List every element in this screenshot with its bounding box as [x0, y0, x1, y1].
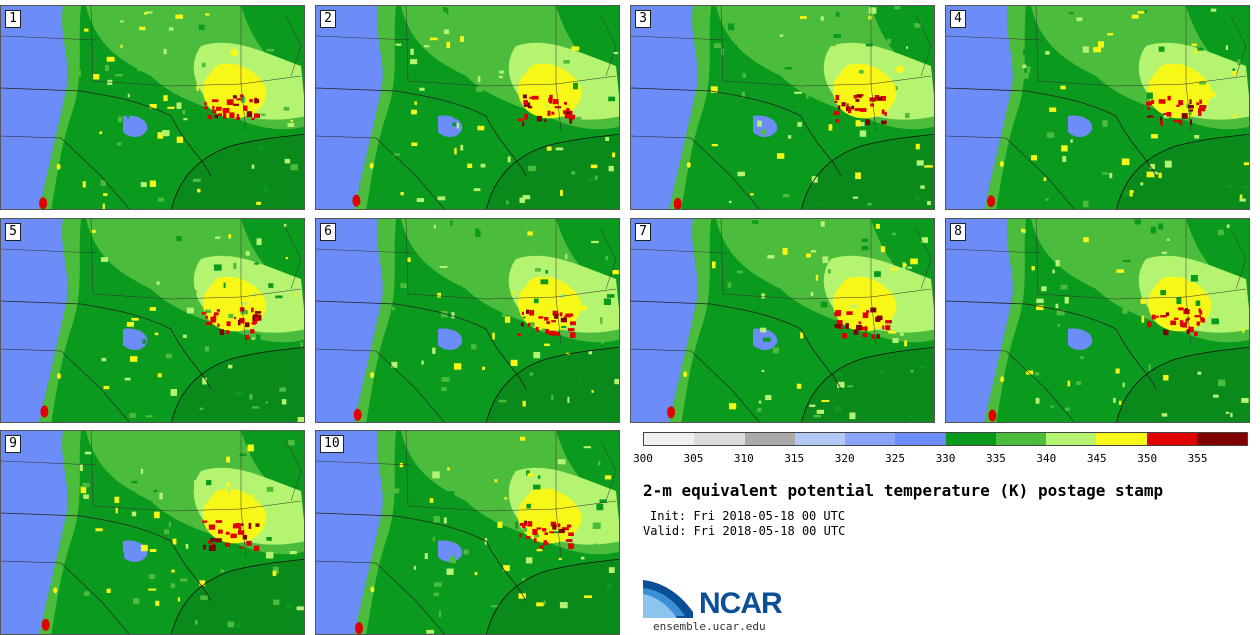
postage-stamp-5: 5	[0, 218, 305, 423]
postage-stamp-1: 1	[0, 5, 305, 210]
colorbar-tick-label: 300	[633, 452, 653, 465]
colorbar-tick-label: 345	[1086, 452, 1107, 465]
stamp-number: 7	[635, 223, 651, 241]
colorbar	[643, 432, 1248, 446]
postage-stamp-9: 9	[0, 430, 305, 635]
colorbar-segment	[794, 433, 845, 445]
stamp-number: 2	[320, 10, 336, 28]
colorbar-tick-label: 340	[1036, 452, 1057, 465]
ncar-swoosh-icon	[643, 580, 693, 618]
colorbar-tick-label: 320	[834, 452, 855, 465]
figure-title: 2-m equivalent potential temperature (K)…	[643, 481, 1164, 500]
colorbar-segment	[744, 433, 795, 445]
postage-stamp-10: 10	[315, 430, 620, 635]
colorbar-tick-label: 335	[985, 452, 1006, 465]
postage-stamp-7: 7	[630, 218, 935, 423]
colorbar-segment	[1096, 433, 1147, 445]
colorbar-tick-label: 355	[1187, 452, 1208, 465]
stamp-number: 5	[5, 223, 21, 241]
stamp-number: 3	[635, 10, 651, 28]
colorbar-segment	[1196, 433, 1247, 445]
ncar-logo: NCAR	[643, 578, 793, 620]
colorbar-tick-label: 315	[784, 452, 805, 465]
postage-stamp-4: 4	[945, 5, 1250, 210]
colorbar-tick-label: 330	[935, 452, 956, 465]
stamp-number: 4	[950, 10, 966, 28]
colorbar-segment	[1046, 433, 1097, 445]
colorbar-segment	[845, 433, 896, 445]
postage-stamp-3: 3	[630, 5, 935, 210]
colorbar-tick-label: 305	[683, 452, 704, 465]
colorbar-segment	[945, 433, 996, 445]
postage-stamp-6: 6	[315, 218, 620, 423]
stamp-number: 8	[950, 223, 966, 241]
init-time: Init: Fri 2018-05-18 00 UTC	[650, 509, 846, 523]
stamp-number: 10	[320, 435, 344, 453]
stamp-number: 9	[5, 435, 21, 453]
colorbar-ticks: 300 305 310 315 320 325 330 335 340 345 350 355	[633, 452, 1248, 466]
postage-stamp-8: 8	[945, 218, 1250, 423]
colorbar-segment	[995, 433, 1046, 445]
postage-stamp-2: 2	[315, 5, 620, 210]
colorbar-segment	[694, 433, 745, 445]
colorbar-tick-label: 325	[885, 452, 906, 465]
colorbar-segment	[644, 433, 695, 445]
valid-time: Valid: Fri 2018-05-18 00 UTC	[643, 524, 846, 538]
colorbar-segment	[895, 433, 946, 445]
colorbar-tick-label: 310	[733, 452, 754, 465]
site-url[interactable]: ensemble.ucar.edu	[653, 620, 766, 633]
colorbar-segment	[1146, 433, 1197, 445]
stamp-number: 6	[320, 223, 336, 241]
stamp-number: 1	[5, 10, 21, 28]
ncar-logo-text: NCAR	[699, 587, 783, 620]
colorbar-tick-label: 350	[1137, 452, 1158, 465]
